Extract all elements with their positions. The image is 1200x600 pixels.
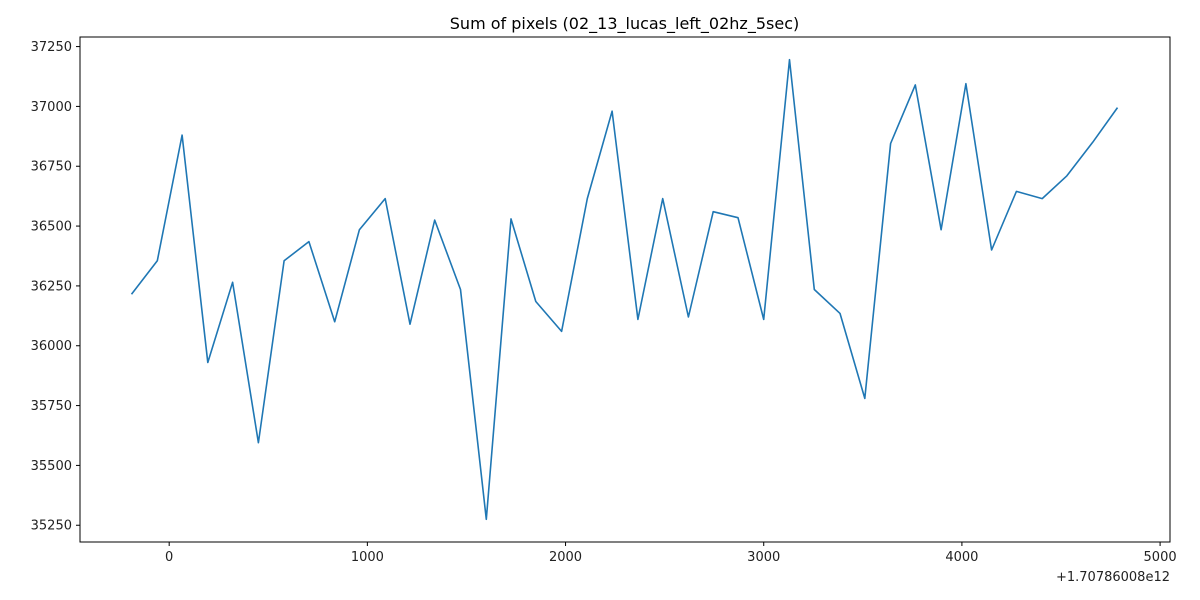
y-tick-label: 36750 [31, 160, 72, 175]
plot-frame [79, 36, 1171, 543]
x-tick-label: 1000 [351, 550, 384, 565]
series-line [130, 58, 1119, 521]
x-tick-label: 0 [165, 550, 173, 565]
chart-title: Sum of pixels (02_13_lucas_left_02hz_5se… [450, 14, 799, 34]
y-tick-label: 35500 [31, 459, 72, 474]
y-tick-label: 37250 [31, 40, 72, 55]
y-tick-label: 36500 [31, 220, 72, 235]
x-tick-label: 4000 [945, 550, 978, 565]
y-tick-label: 36250 [31, 279, 72, 294]
series-layer [130, 58, 1119, 521]
x-tick-label: 3000 [747, 550, 780, 565]
y-tick-label: 35250 [31, 519, 72, 534]
x-axis-offset-label: +1.70786008e12 [1056, 570, 1170, 585]
y-tick-label: 35750 [31, 399, 72, 414]
x-axis: 0 1000 2000 3000 4000 5000 [165, 542, 1177, 565]
x-tick-label: 2000 [549, 550, 582, 565]
x-tick-label: 5000 [1144, 550, 1177, 565]
y-tick-label: 36000 [31, 339, 72, 354]
y-axis: 35250 35500 35750 36000 36250 36500 36750 37000… [31, 40, 80, 534]
y-tick-label: 37000 [31, 100, 72, 115]
